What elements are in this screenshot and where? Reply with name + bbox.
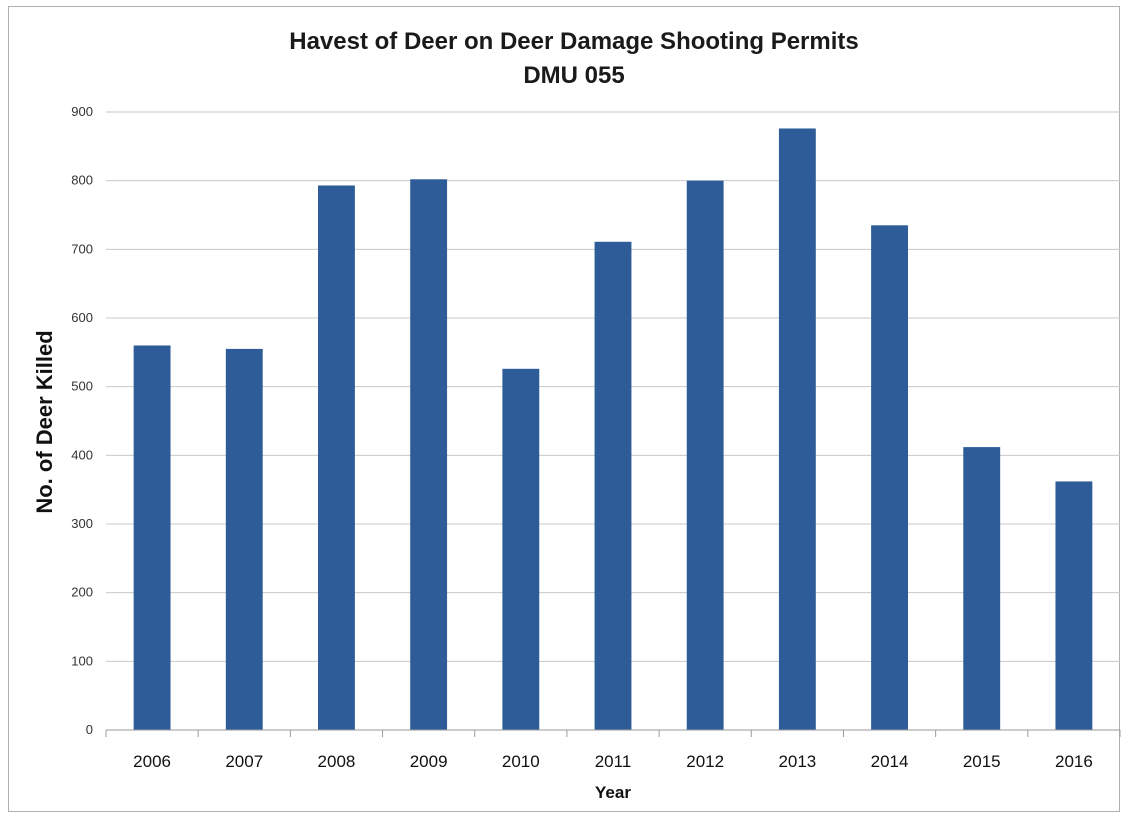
- y-axis-ticks: 0 100 200 300 400 500 600 700 800 900: [71, 104, 93, 737]
- bar-2008: [318, 185, 355, 730]
- x-tick-label: 2006: [133, 752, 171, 771]
- y-tick-label: 700: [71, 241, 93, 256]
- y-tick-label: 600: [71, 310, 93, 325]
- bar-2010: [502, 368, 540, 730]
- x-tick-label: 2013: [778, 752, 816, 771]
- x-tick-label: 2008: [318, 752, 356, 771]
- bars: [133, 128, 1093, 731]
- bar-2014: [871, 225, 908, 731]
- bar-2012: [686, 180, 724, 730]
- y-tick-label: 200: [71, 585, 93, 600]
- x-tick-label: 2016: [1055, 752, 1093, 771]
- x-axis-title: Year: [595, 783, 631, 802]
- x-tick-label: 2007: [225, 752, 263, 771]
- y-tick-label: 400: [71, 447, 93, 462]
- bar-2011: [594, 241, 632, 730]
- y-tick-label: 100: [71, 653, 93, 668]
- x-tick-label: 2010: [502, 752, 540, 771]
- y-tick-label: 0: [86, 722, 93, 737]
- chart-subtitle: DMU 055: [523, 62, 624, 89]
- bar-2007: [225, 348, 263, 730]
- x-tick-label: 2011: [595, 752, 632, 771]
- y-tick-label: 500: [71, 379, 93, 394]
- y-axis-title: No. of Deer Killed: [32, 330, 57, 513]
- y-tick-label: 300: [71, 516, 93, 531]
- bar-2013: [778, 128, 816, 731]
- x-tick-label: 2009: [410, 752, 448, 771]
- x-tick-label: 2014: [871, 752, 909, 771]
- bar-2009: [410, 179, 448, 730]
- bar-2006: [133, 345, 171, 730]
- chart-title: Havest of Deer on Deer Damage Shooting P…: [289, 28, 858, 55]
- y-tick-label: 900: [71, 104, 93, 119]
- x-tick-label: 2015: [963, 752, 1001, 771]
- bar-2015: [963, 447, 1001, 730]
- x-axis: [105, 729, 1121, 737]
- bar-2016: [1055, 481, 1093, 730]
- x-axis-ticks: 2006 2007 2008 2009 2010 2011 2012 2013 2014 2015…: [133, 752, 1093, 771]
- chart-frame: [8, 6, 1120, 812]
- y-tick-label: 800: [71, 173, 93, 188]
- x-tick-label: 2012: [686, 752, 724, 771]
